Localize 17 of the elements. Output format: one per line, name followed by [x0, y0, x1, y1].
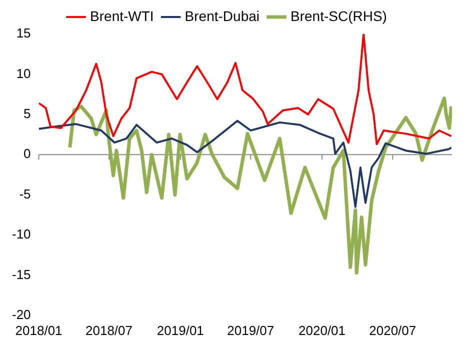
y-tick-label: 0 [24, 146, 31, 162]
legend-label: Brent-SC(RHS) [290, 8, 387, 24]
y-tick-label: 15 [16, 26, 31, 41]
y-tick-label: -5 [19, 186, 31, 202]
legend-label: Brent-Dubai [184, 8, 260, 24]
x-tick-label: 2020/01 [298, 322, 346, 338]
x-tick-label: 2019/07 [227, 322, 274, 338]
y-tick-label: 5 [24, 106, 31, 121]
x-tick-label: 2020/07 [369, 322, 416, 338]
y-tick-label: -15 [12, 266, 31, 282]
legend-label: Brent-WTI [90, 8, 154, 24]
y-tick-label: -20 [12, 306, 31, 322]
x-tick-label: 2018/07 [86, 322, 133, 338]
y-tick-label: 10 [16, 66, 31, 81]
x-tick-label: 2018/01 [15, 322, 62, 338]
y-tick-label: -10 [12, 226, 31, 242]
x-tick-label: 2019/01 [156, 322, 204, 338]
